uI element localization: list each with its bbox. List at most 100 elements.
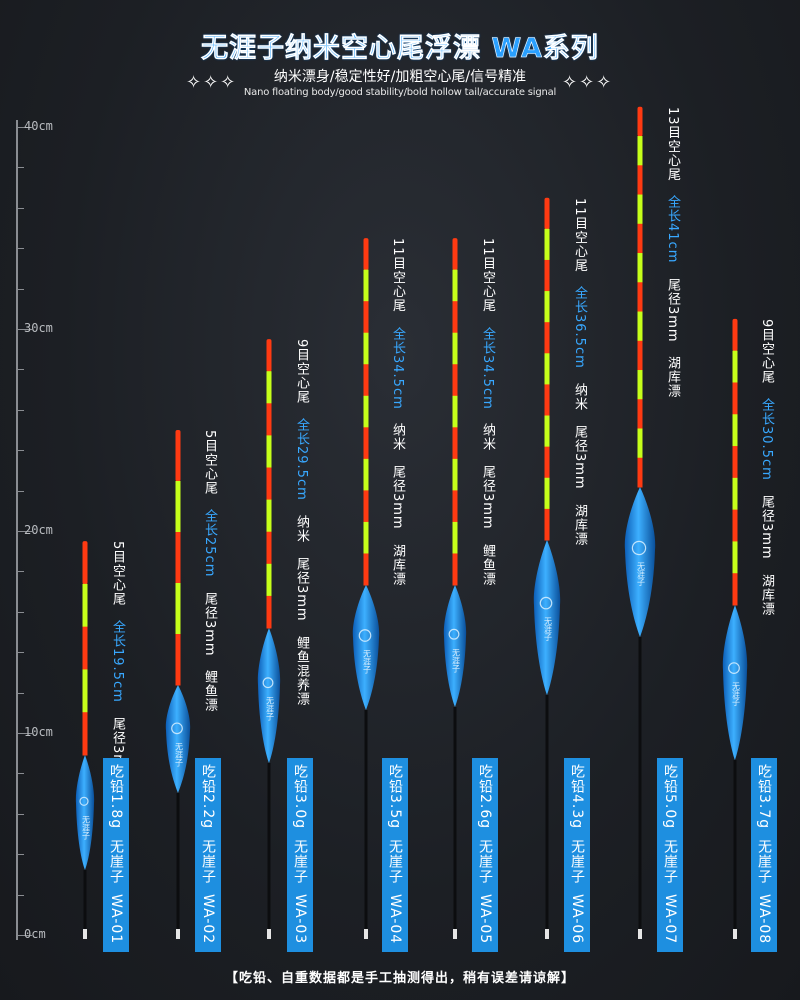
float-body bbox=[533, 540, 561, 695]
float-body-brand: 无涯子 bbox=[363, 650, 372, 674]
float-tail-segment bbox=[732, 350, 738, 383]
ruler-tick bbox=[16, 167, 24, 169]
float-tail-segment bbox=[732, 573, 738, 606]
float-tail-segment bbox=[363, 238, 369, 271]
spec-line: 尾径3mm bbox=[390, 465, 405, 531]
lead-weight: 吃铅3.0g bbox=[292, 764, 308, 830]
ruler-label: 30cm bbox=[24, 321, 53, 335]
lead-weight: 吃铅5.0g bbox=[662, 764, 678, 830]
spec-column-wa-04: 11目空心尾全长34.5cm 纳米尾径3mm 湖库漂 bbox=[388, 238, 406, 586]
lead-badge-wa-08: 吃铅3.7g 无崖子 WA-08 bbox=[751, 758, 777, 952]
fish-logo-icon bbox=[358, 629, 372, 642]
brand-name: 无崖子 bbox=[477, 839, 493, 885]
model-code: WA-05 bbox=[477, 894, 493, 945]
ruler-tick bbox=[16, 288, 24, 290]
ruler-tick bbox=[16, 127, 32, 128]
float-wa-03: 无涯子 bbox=[257, 339, 281, 939]
spec-line: 11目空心尾 bbox=[572, 197, 587, 273]
ruler-tick bbox=[16, 490, 24, 492]
float-tail-segment bbox=[266, 499, 272, 533]
brand-name: 无崖子 bbox=[292, 839, 308, 885]
float-tail-segment bbox=[82, 712, 88, 756]
model-code: WA-07 bbox=[662, 894, 678, 945]
float-wa-02: 无涯子 bbox=[165, 430, 191, 939]
spec-line: 鲤鱼漂 bbox=[480, 544, 495, 587]
float-tail-segment bbox=[452, 490, 458, 523]
float-tail-segment bbox=[452, 301, 458, 334]
float-tail-segment bbox=[637, 457, 643, 488]
spec-line: 鲤鱼混养漂 bbox=[294, 635, 309, 706]
float-body bbox=[352, 585, 380, 710]
float-wa-06: 无涯子 bbox=[533, 197, 561, 939]
float-tail-segment bbox=[363, 521, 369, 554]
float-tail-segment bbox=[452, 238, 458, 271]
spec-line: 全长34.5cm bbox=[480, 326, 495, 410]
float-wa-05: 无涯子 bbox=[443, 238, 467, 939]
model-code: WA-06 bbox=[569, 894, 585, 945]
model-code: WA-03 bbox=[292, 894, 308, 945]
float-body-brand: 无涯子 bbox=[266, 697, 275, 721]
float-tail-segment bbox=[637, 282, 643, 313]
float-tail-segment bbox=[637, 340, 643, 371]
fish-logo-icon bbox=[448, 628, 460, 640]
ruler-tick bbox=[16, 854, 24, 856]
fish-logo-icon bbox=[539, 596, 553, 610]
footer-note: 【吃铅、自重数据都是手工抽测得出，稍有误差请谅解】 bbox=[224, 971, 575, 986]
fish-logo-icon bbox=[728, 662, 740, 674]
float-tail-segment bbox=[363, 301, 369, 334]
spec-line: 尾径3mm bbox=[202, 591, 217, 657]
spec-line: 尾径3mm bbox=[665, 277, 680, 343]
model-code: WA-01 bbox=[108, 894, 124, 945]
float-wa-04: 无涯子 bbox=[352, 238, 380, 939]
float-tail-segment bbox=[637, 370, 643, 400]
float-tail-segment bbox=[637, 194, 643, 225]
brand-name: 无崖子 bbox=[569, 839, 585, 885]
float-tail-segment bbox=[363, 553, 369, 586]
ruler-tick bbox=[16, 571, 24, 573]
spec-line: 5目空心尾 bbox=[110, 541, 125, 607]
float-tail-segment bbox=[452, 458, 458, 491]
spec-line: 9目空心尾 bbox=[294, 339, 309, 405]
ruler-tick bbox=[16, 773, 24, 775]
brand-name: 无崖子 bbox=[108, 839, 124, 885]
float-tail-segment bbox=[637, 399, 643, 430]
subtitle-english: Nano floating body/good stability/bold h… bbox=[243, 87, 557, 98]
sparkle-icon-left: ✧✧✧ bbox=[186, 72, 238, 93]
brand-name: 无崖子 bbox=[756, 839, 772, 885]
subtitle: 纳米漂身/稳定性好/加粗空心尾/信号精准 bbox=[273, 69, 527, 85]
float-tail-segment bbox=[544, 197, 550, 230]
float-body bbox=[624, 487, 656, 637]
spec-line: 纳米 bbox=[480, 423, 495, 452]
float-tail-segment bbox=[363, 458, 369, 491]
fish-logo-icon bbox=[631, 540, 647, 556]
brand-name: 无崖子 bbox=[200, 839, 216, 885]
fish-logo-icon bbox=[79, 796, 89, 806]
spec-line: 尾径3mm bbox=[759, 494, 774, 560]
float-stem-tip bbox=[733, 929, 737, 939]
ruler-tick bbox=[16, 813, 24, 815]
float-tail-segment bbox=[732, 477, 738, 511]
spec-column-wa-06: 11目空心尾全长36.5cm 纳米尾径3mm 湖库漂 bbox=[570, 198, 588, 546]
spec-line: 13目空心尾 bbox=[665, 106, 680, 182]
float-tail-segment bbox=[544, 228, 550, 261]
float-tail-segment bbox=[732, 446, 738, 479]
float-body bbox=[443, 585, 467, 707]
float-tail-segment bbox=[732, 318, 738, 352]
lead-weight: 吃铅2.6g bbox=[477, 764, 493, 830]
spec-line: 尾径3mm bbox=[480, 465, 495, 531]
float-tail-segment bbox=[175, 430, 181, 482]
float-tail-segment bbox=[452, 395, 458, 428]
ruler-label: 0cm bbox=[24, 927, 46, 941]
float-stem-tip bbox=[176, 929, 180, 939]
spec-line: 尾径3mm bbox=[572, 425, 587, 490]
spec-line: 全长19.5cm bbox=[110, 620, 125, 704]
float-body-brand: 无涯子 bbox=[732, 682, 741, 706]
float-tail-segment bbox=[452, 332, 458, 365]
float-tail-segment bbox=[175, 532, 181, 584]
lead-badge-wa-04: 吃铅3.5g 无崖子 WA-04 bbox=[382, 758, 408, 952]
float-stem-tip bbox=[83, 929, 87, 939]
spec-line: 纳米 bbox=[390, 423, 405, 452]
float-tail-segment bbox=[266, 371, 272, 404]
spec-line: 湖库漂 bbox=[572, 503, 587, 546]
float-tail-segment bbox=[363, 427, 369, 460]
